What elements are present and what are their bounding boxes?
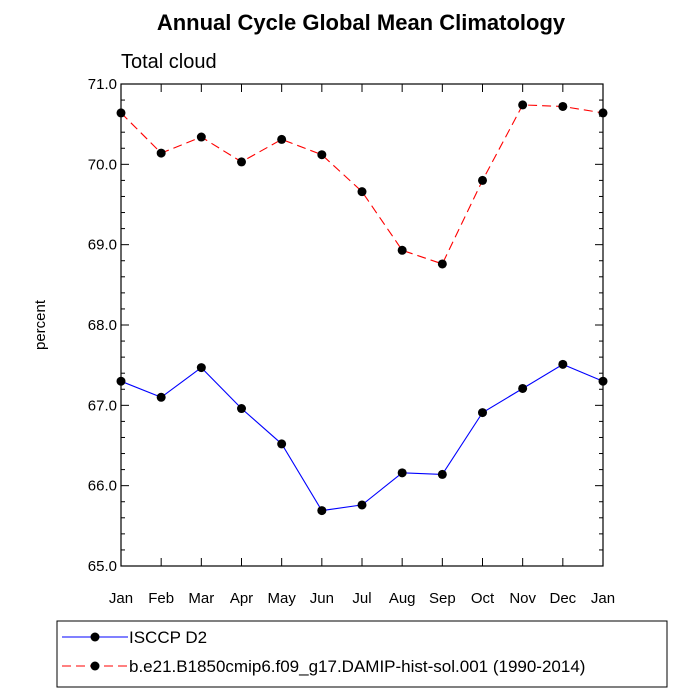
series-line [120, 363, 604, 512]
x-tick-label: Apr [230, 590, 253, 607]
series-line [120, 104, 604, 265]
series-1 [116, 100, 608, 269]
data-point [237, 157, 246, 167]
x-tick-label: Jan [591, 590, 615, 607]
y-axis-label: percent [32, 299, 49, 350]
data-point [558, 101, 568, 111]
x-tick-label: Nov [509, 590, 536, 607]
plot-frame [120, 83, 604, 567]
legend-box [56, 620, 668, 688]
y-tick-label: 65.0 [88, 558, 117, 575]
data-point [357, 500, 367, 510]
data-point [357, 187, 367, 197]
y-tick-label: 69.0 [88, 237, 117, 254]
data-point [317, 150, 327, 160]
data-point [478, 175, 487, 185]
data-point [518, 383, 528, 393]
data-point [437, 259, 447, 269]
data-point [237, 404, 246, 414]
y-tick-label: 67.0 [88, 397, 117, 414]
data-point [277, 439, 287, 449]
x-tick-label: Dec [549, 590, 576, 607]
legend-label-model: b.e21.B1850cmip6.f09_g17.DAMIP-hist-sol.… [129, 657, 585, 676]
data-point [437, 469, 447, 479]
data-point [397, 245, 407, 255]
legend-marker-model [90, 661, 100, 671]
data-point [558, 359, 568, 369]
data-point [196, 363, 206, 373]
x-tick-label: Jan [109, 590, 133, 607]
data-point [196, 132, 206, 142]
y-tick-label: 71.0 [88, 76, 117, 93]
data-point [277, 134, 287, 144]
data-point [156, 392, 166, 402]
data-point [156, 148, 166, 158]
series-group [116, 100, 608, 516]
legend-label-isccp: ISCCP D2 [129, 628, 207, 647]
x-tick-label: May [267, 590, 296, 607]
x-tick-label: Feb [148, 590, 174, 607]
axis-ticks: 65.0 66.0 67.0 68.0 69.0 70.0 71.0 Jan Feb Mar Apr… [88, 76, 615, 607]
y-tick-label: 66.0 [88, 478, 117, 495]
chart-title: Annual Cycle Global Mean Climatology [157, 10, 566, 35]
x-tick-label: Jul [352, 590, 371, 607]
chart-subtitle: Total cloud [121, 51, 217, 73]
x-tick-label: Oct [471, 590, 495, 607]
x-tick-label: Sep [429, 590, 456, 607]
x-tick-label: Jun [310, 590, 334, 607]
x-tick-label: Aug [389, 590, 416, 607]
y-tick-label: 68.0 [88, 317, 117, 334]
y-tick-label: 70.0 [88, 156, 117, 173]
data-point [397, 468, 407, 478]
data-point [478, 408, 487, 418]
series-0 [116, 359, 608, 516]
x-tick-label: Mar [188, 590, 214, 607]
data-point [518, 100, 528, 110]
legend: ISCCP D2 b.e21.B1850cmip6.f09_g17.DAMIP-… [56, 620, 668, 688]
legend-marker-isccp [90, 632, 100, 642]
data-point [317, 506, 327, 516]
